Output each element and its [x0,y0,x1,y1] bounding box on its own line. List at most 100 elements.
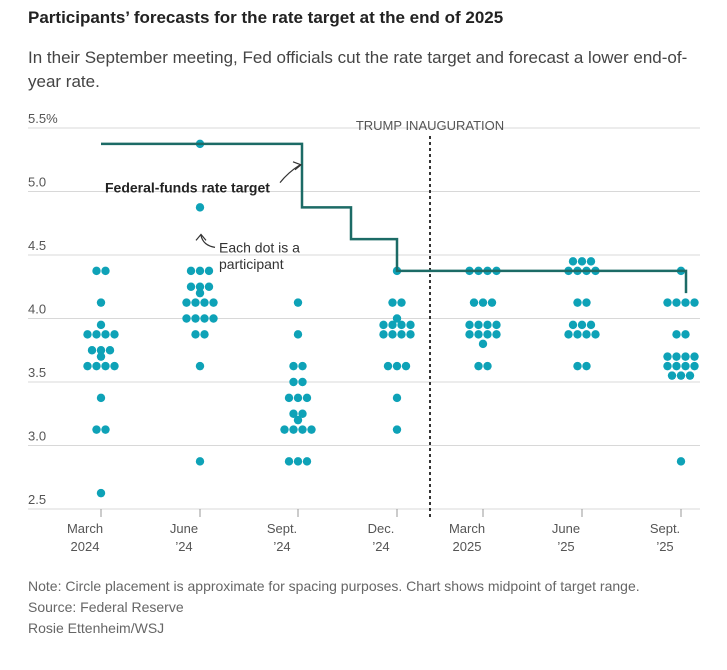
x-axis-ticks: March 2024 June ’24 Sept. ’24 Dec. ’24 March 2025… [67,509,682,554]
participant-dot [195,266,205,276]
dot-label-arrowhead [195,233,207,241]
participant-dot [577,320,587,330]
participant-dot [478,298,488,307]
annotations: Federal-funds rate target Each dot is a … [105,161,303,272]
participant-dot [681,361,690,371]
participant-dots [83,139,699,498]
participant-dot [676,371,686,380]
participant-dot [293,330,303,339]
participant-dot [200,330,209,339]
participant-dot [293,298,303,307]
participant-dot [182,298,191,307]
y-tick-label: 4.5 [28,238,46,253]
y-tick-label: 4.0 [28,302,46,317]
participant-dot [110,361,119,371]
participant-dot [568,257,578,266]
participant-dot [690,298,699,307]
participant-dot [388,320,397,330]
participant-dot [392,314,402,323]
y-tick-label: 3.5 [28,365,46,380]
participant-dot [284,457,294,466]
x-tick-label-line1: Sept. [650,521,680,536]
participant-dot [302,393,312,403]
participant-dot [582,330,591,339]
participant-dot [195,282,205,291]
participant-dot [92,330,101,339]
x-tick-label-line2: 2025 [453,539,482,554]
footnote: Note: Circle placement is approximate fo… [28,578,640,594]
participant-dot [186,266,196,276]
rate-target-label: Federal-funds rate target [105,180,270,196]
participant-dot [676,457,686,466]
participant-dot [200,314,209,323]
participant-dot [672,330,681,339]
participant-dot [298,425,307,434]
participant-dot [568,320,578,330]
participant-dot [87,346,97,355]
x-tick-label-line1: Dec. [368,521,395,536]
rate-target-line [101,142,688,294]
participant-dot [293,457,303,466]
x-tick-label-line2: ’25 [557,539,574,554]
participant-dot [186,282,196,291]
participant-dot [195,203,205,212]
participant-dot [663,361,672,371]
participant-dot [465,330,474,339]
x-tick-label-line1: March [449,521,485,536]
participant-dot [96,346,106,355]
participant-dot [492,320,501,330]
y-axis-ticks: 5.5% 5.0 4.5 4.0 3.5 3.0 2.5 [28,111,58,507]
participant-dot [690,352,699,361]
participant-dot [577,257,587,266]
participant-dot [681,352,690,361]
participant-dot [284,393,294,403]
participant-dot [474,330,483,339]
participant-dot [307,425,316,434]
x-tick-label-line1: March [67,521,103,536]
participant-dot [388,298,397,307]
participant-dot [101,330,110,339]
participant-dot [289,409,298,418]
participant-dot [474,361,483,371]
rate-target-series [101,142,688,294]
participant-dot [672,298,681,307]
participant-dot [379,330,388,339]
y-tick-label: 5.5% [28,111,58,126]
x-tick-label-line2: ’24 [175,539,192,554]
participant-dot [289,377,298,387]
participant-dot [383,361,393,371]
participant-dot [182,314,191,323]
participant-dot [191,330,200,339]
participant-dot [96,352,106,361]
chart-footer: Note: Circle placement is approximate fo… [28,576,708,639]
participant-dot [406,320,415,330]
participant-dot [487,298,497,307]
participant-dot [293,415,303,425]
participant-dot [204,266,214,276]
participant-dot [298,409,307,418]
participant-dot [586,257,596,266]
participant-dot [105,346,115,355]
participant-dot [96,488,106,498]
chart-subtitle: In their September meeting, Fed official… [28,48,688,91]
participant-dot [191,298,200,307]
dot-label-line2: participant [219,256,284,272]
inauguration-label: TRUMP INAUGURATION [356,118,504,133]
participant-dot [101,425,110,434]
y-tick-label: 5.0 [28,175,46,190]
participant-dot [92,361,101,371]
x-tick-label-line2: ’25 [656,539,673,554]
y-tick-label: 2.5 [28,492,46,507]
participant-dot [110,330,119,339]
participant-dot [492,330,501,339]
participant-dot [392,393,402,403]
participant-dot [289,425,298,434]
participant-dot [582,361,591,371]
participant-dot [289,361,298,371]
gridlines [28,127,700,510]
participant-dot [401,361,411,371]
x-tick-label-line1: Sept. [267,521,297,536]
participant-dot [564,330,573,339]
participant-dot [667,371,677,380]
participant-dot [397,330,406,339]
